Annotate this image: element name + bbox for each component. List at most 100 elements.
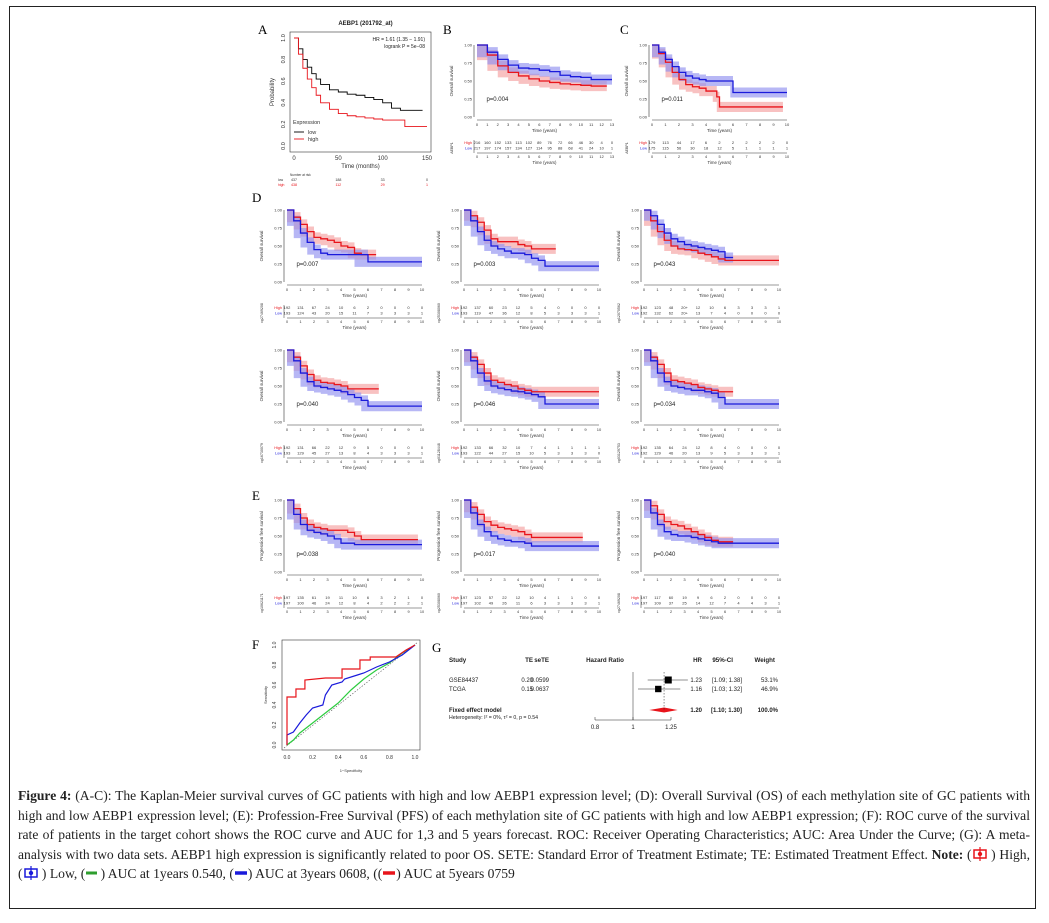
- risk-value: 127: [526, 146, 533, 151]
- risk-value: 6: [710, 595, 713, 600]
- risk-value: 3: [584, 601, 587, 606]
- risk-row-label: Low: [275, 312, 282, 316]
- x-tick-label: 5: [353, 427, 356, 432]
- risk-value: 109: [654, 601, 661, 606]
- y-tick-label: 0.25: [451, 262, 460, 267]
- x-tick-label: 3: [683, 427, 686, 432]
- risk-value: 12: [516, 305, 521, 310]
- x-tick-label: 1: [656, 427, 659, 432]
- x-tick-label: 8: [751, 287, 754, 292]
- risk-x-tick-label: 10: [777, 320, 781, 324]
- risk-x-tick-label: 0: [286, 460, 288, 464]
- logrank-annotation: logrank P = 5e−08: [384, 44, 425, 50]
- x-tick-label: 0: [292, 156, 296, 162]
- y-tick-label: 0.00: [631, 280, 640, 285]
- risk-value: 7: [530, 445, 533, 450]
- y-tick-label: 0.6: [272, 681, 278, 688]
- y-tick-label: 0.25: [631, 262, 640, 267]
- pooled-diamond: [649, 707, 678, 713]
- risk-x-tick-label: 7: [557, 610, 559, 614]
- x-axis-label: Time (months): [341, 164, 379, 170]
- y-tick-label: 0.75: [274, 366, 283, 371]
- risk-row-label: High: [451, 446, 459, 450]
- y-tick-label: 1.00: [274, 208, 283, 213]
- risk-value: 11: [339, 595, 344, 600]
- risk-value: 48: [669, 305, 674, 310]
- x-tick-label: 9: [772, 122, 775, 127]
- risk-value: 12: [516, 595, 521, 600]
- y-tick-label: 0.50: [274, 384, 283, 389]
- risk-value: 5: [530, 305, 533, 310]
- x-tick-label: 1.0: [412, 755, 419, 761]
- risk-value: 49: [489, 601, 494, 606]
- risk-row-label: Low: [632, 452, 639, 456]
- risk-x-tick-label: 1: [486, 155, 488, 159]
- km-plot-b: 0.000.250.500.751.000 1 2 3 4 5 6 7 8 9 10 11 12 13Ti…: [449, 43, 615, 166]
- x-tick-label: 3: [691, 122, 694, 127]
- risk-value: 1: [598, 311, 601, 316]
- risk-value: 3: [380, 311, 383, 316]
- effect-square: [664, 676, 672, 684]
- strata-label: cg03129753: [617, 443, 621, 463]
- risk-value: 56: [677, 146, 682, 151]
- risk-value: 10: [529, 451, 534, 456]
- risk-value: 4: [367, 451, 370, 456]
- x-tick-label: 4: [517, 427, 520, 432]
- risk-x-tick-label: 2: [490, 460, 492, 464]
- x-tick-label: 9: [584, 427, 587, 432]
- risk-x-tick-label: 7: [380, 320, 382, 324]
- risk-value: 12: [339, 601, 344, 606]
- risk-x-tick-label: 6: [544, 610, 546, 614]
- ci-band-low: [477, 45, 612, 85]
- y-axis-label: Overall survival: [624, 66, 629, 97]
- column-header: TE: [525, 657, 533, 664]
- risk-x-tick-label: 9: [584, 320, 586, 324]
- risk-value: 137: [474, 305, 481, 310]
- risk-value: 20: [325, 311, 330, 316]
- risk-x-tick-label: 1: [656, 460, 658, 464]
- x-tick-label: 9: [764, 577, 767, 582]
- y-tick-label: 0.25: [639, 97, 648, 102]
- risk-row-label: High: [451, 596, 459, 600]
- x-tick-label: 1: [631, 725, 635, 731]
- risk-value: 13: [696, 451, 701, 456]
- x-tick-label: 3: [503, 427, 506, 432]
- risk-row-label: High: [631, 446, 639, 450]
- x-tick-label: 0: [651, 122, 654, 127]
- risk-value: 20+: [681, 311, 688, 316]
- ci-value: [1.03; 1.32]: [712, 687, 742, 693]
- risk-value: 192: [461, 305, 468, 310]
- risk-row-label: High: [274, 446, 282, 450]
- risk-value: 216: [474, 140, 481, 145]
- x-tick-label: 5: [353, 577, 356, 582]
- x-tick-label: 6: [724, 287, 727, 292]
- x-tick-label: 6: [544, 577, 547, 582]
- risk-x-tick-label: 7: [380, 460, 382, 464]
- x-tick-label: 9: [407, 577, 410, 582]
- risk-x-tick-label: 5: [710, 460, 712, 464]
- risk-value: 41: [579, 146, 584, 151]
- x-axis-label: Time (years): [519, 293, 545, 298]
- x-tick-label: 1: [656, 577, 659, 582]
- risk-x-tick-label: 2: [670, 460, 672, 464]
- risk-value: 124: [297, 311, 304, 316]
- roc-plot-f: 0.0 0.2 0.4 0.6 0.8 1.0 0.0 0.2 0.4 0.6 0.8 1.0 1−Sp…: [263, 639, 421, 773]
- roc-curve-3: [286, 644, 416, 745]
- risk-x-tick-label: 5: [530, 460, 532, 464]
- risk-x-tick-label: 4: [697, 610, 699, 614]
- survival-curve-high: [477, 44, 607, 87]
- risk-value: 4: [367, 601, 370, 606]
- x-tick-label: 7: [380, 287, 383, 292]
- x-axis-label: 1−Specificity: [340, 768, 363, 773]
- risk-value: 0: [380, 305, 383, 310]
- risk-x-tick-label: 2: [670, 610, 672, 614]
- risk-value: 3: [764, 451, 767, 456]
- y-tick-label: 0.50: [274, 534, 283, 539]
- pooled-weight: 100.0%: [758, 708, 779, 714]
- panel-letter-f: F: [252, 637, 260, 652]
- x-tick-label: 2: [670, 427, 673, 432]
- x-tick-label: 5: [710, 287, 713, 292]
